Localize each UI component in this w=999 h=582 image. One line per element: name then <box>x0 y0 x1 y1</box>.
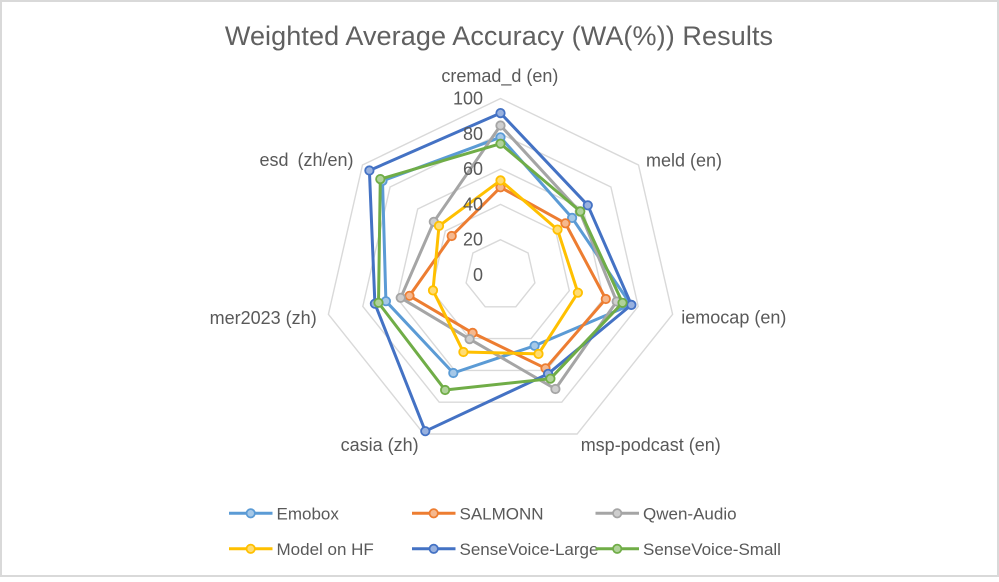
svg-text:iemocap (en): iemocap (en) <box>681 308 786 328</box>
svg-text:Weighted Average Accuracy (WA(: Weighted Average Accuracy (WA(%)) Result… <box>225 21 773 51</box>
svg-text:Model on HF: Model on HF <box>277 540 374 559</box>
svg-text:SALMONN: SALMONN <box>460 504 544 523</box>
svg-text:20: 20 <box>463 230 483 250</box>
svg-text:cremad_d (en): cremad_d (en) <box>441 66 558 87</box>
svg-text:mer2023 (zh): mer2023 (zh) <box>210 308 317 328</box>
svg-text:40: 40 <box>463 194 483 214</box>
svg-text:0: 0 <box>473 265 483 285</box>
svg-text:msp-podcast (en): msp-podcast (en) <box>581 435 721 455</box>
svg-text:meld (en): meld (en) <box>646 151 722 171</box>
svg-text:SenseVoice-Small: SenseVoice-Small <box>643 540 781 559</box>
svg-text:100: 100 <box>453 89 483 109</box>
svg-text:casia (zh): casia (zh) <box>341 435 419 455</box>
svg-text:Qwen-Audio: Qwen-Audio <box>643 504 737 523</box>
svg-text:Emobox: Emobox <box>277 504 340 523</box>
svg-text:esd (zh/en): esd (zh/en) <box>259 150 353 170</box>
svg-text:SenseVoice-Large: SenseVoice-Large <box>460 540 599 559</box>
svg-text:80: 80 <box>463 124 483 144</box>
svg-text:60: 60 <box>463 159 483 179</box>
